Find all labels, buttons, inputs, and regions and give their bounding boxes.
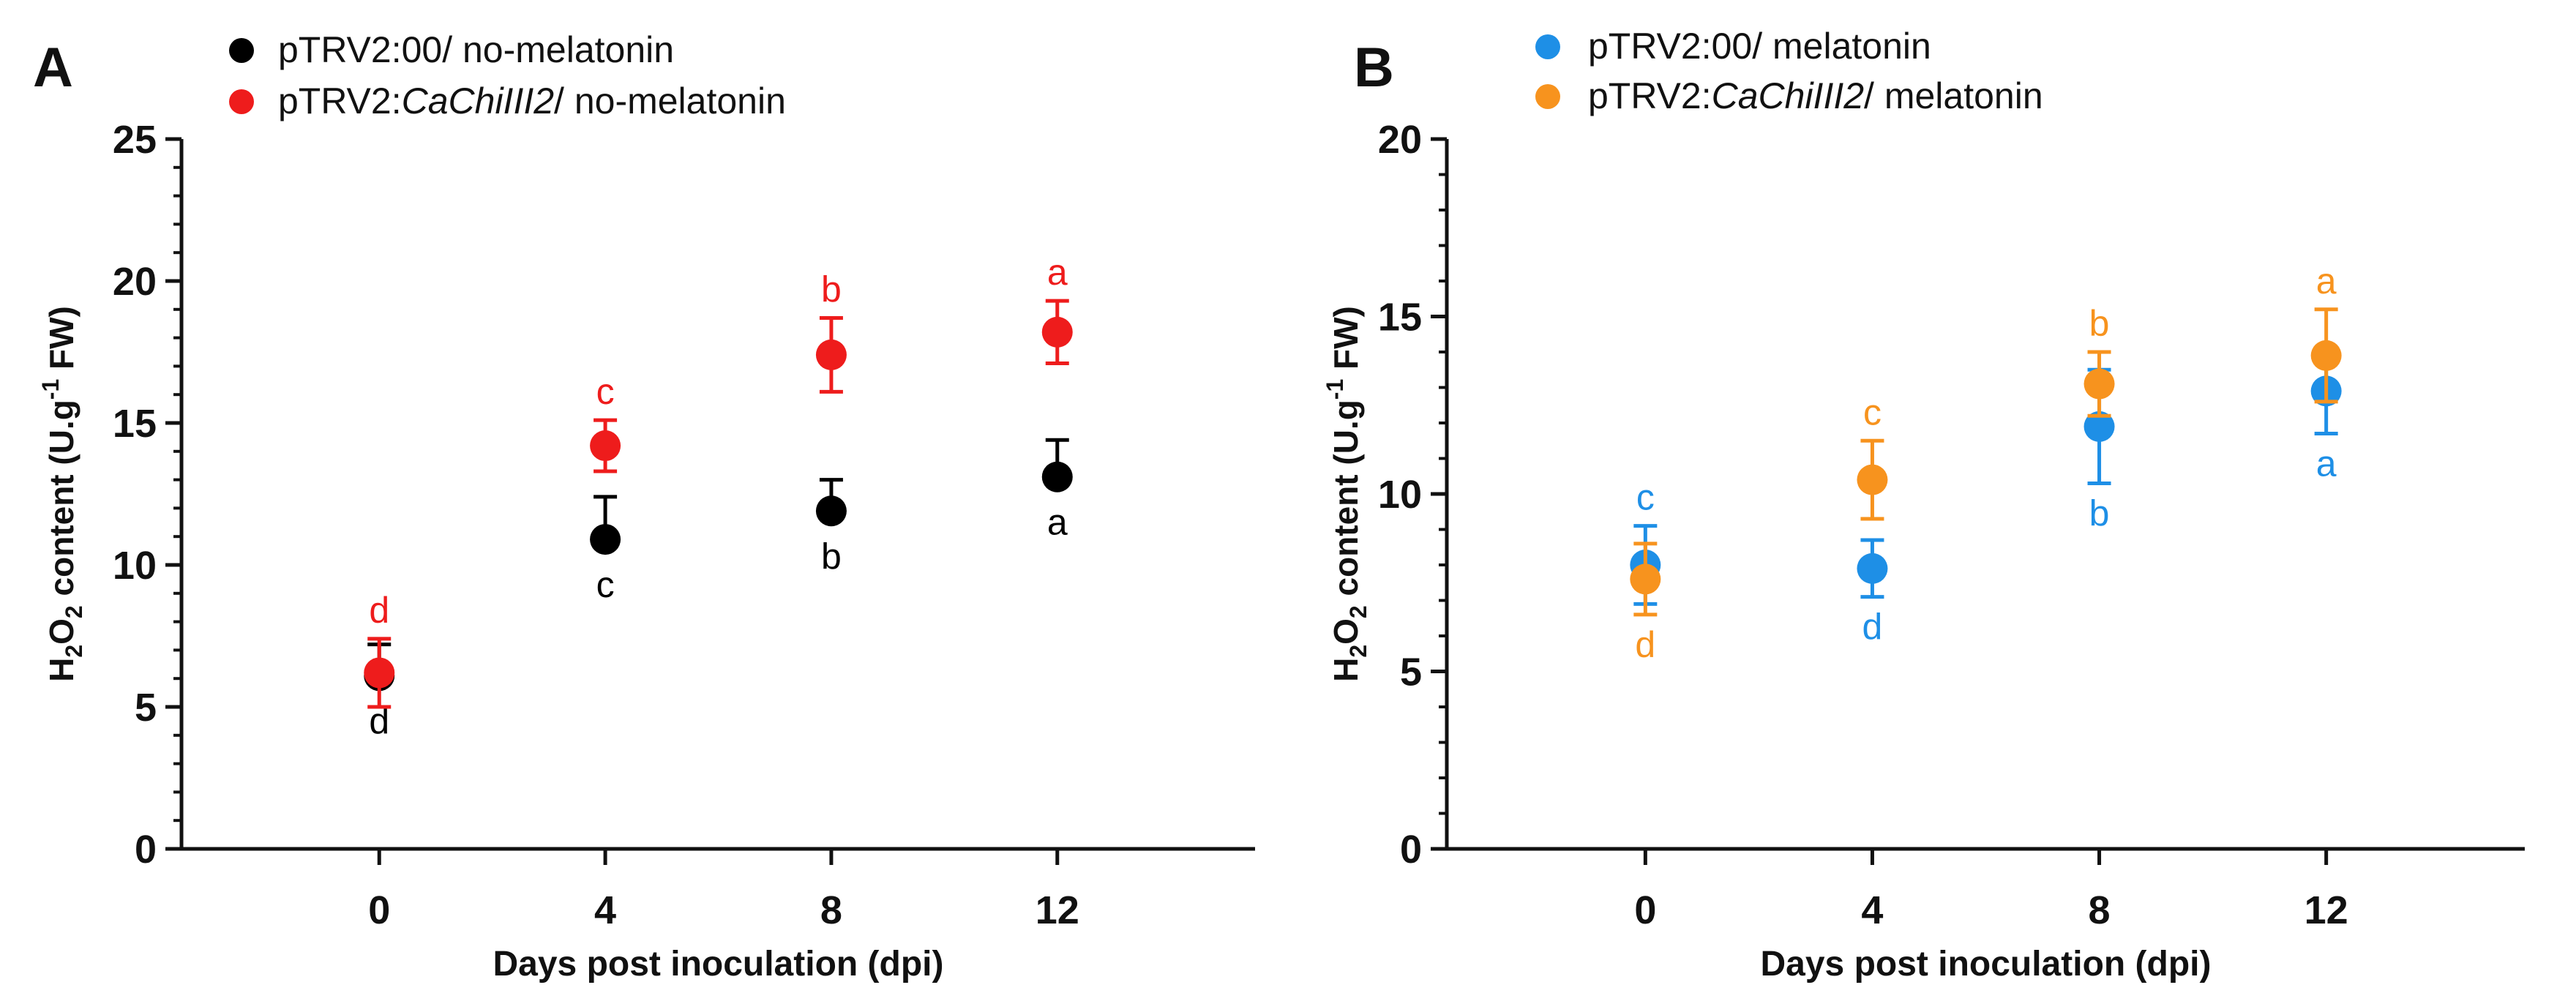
data-point (2083, 411, 2115, 442)
y-tick-label: 10 (1378, 473, 1422, 517)
y-tick-label: 5 (1400, 651, 1422, 694)
significance-letter: b (821, 536, 842, 577)
legend-entry-1: pTRV2:00/ melatonin (1588, 26, 1931, 67)
y-tick-label: 25 (113, 118, 157, 162)
x-tick-label: 0 (368, 888, 390, 932)
significance-letter: c (596, 371, 615, 412)
legend-marker-1 (229, 38, 254, 63)
significance-letter: a (2316, 261, 2337, 301)
legend-entry-2: pTRV2:CaChiIII2/ melatonin (1588, 75, 2043, 116)
data-point (815, 495, 847, 527)
legend-marker-2 (229, 89, 254, 114)
significance-letter: d (369, 590, 389, 631)
y-axis-title: H2O2 content (U.g-1 FW) (1322, 306, 1371, 682)
y-tick-label: 15 (113, 402, 157, 446)
panel-letter: B (1354, 37, 1394, 99)
data-point (1041, 461, 1073, 492)
data-point (1857, 552, 1888, 584)
significance-letter: c (596, 564, 615, 605)
legend-entry-1: pTRV2:00/ no-melatonin (278, 29, 674, 70)
data-point (590, 430, 621, 462)
y-tick-label: 5 (135, 686, 157, 730)
significance-letter: d (1862, 607, 1883, 648)
data-point (2310, 340, 2342, 371)
significance-letter: a (1047, 502, 1068, 543)
data-point (815, 339, 847, 370)
significance-letter: b (2089, 492, 2110, 533)
data-point (364, 657, 395, 689)
y-axis-title: H2O2 content (U.g-1 FW) (37, 306, 87, 682)
significance-letter: a (1047, 252, 1068, 293)
y-tick-label: 20 (1378, 118, 1422, 162)
significance-letter: b (821, 269, 842, 310)
data-point (590, 524, 621, 555)
x-axis-title: Days post inoculation (dpi) (1760, 945, 2211, 984)
legend-marker-1 (1535, 34, 1560, 59)
y-tick-label: 20 (113, 260, 157, 304)
significance-letter: d (1635, 624, 1655, 665)
y-tick-label: 0 (135, 828, 157, 872)
legend-entry-2: pTRV2:CaChiIII2/ no-melatonin (278, 80, 786, 121)
x-tick-label: 8 (820, 888, 842, 932)
data-point (2083, 368, 2115, 400)
y-tick-label: 10 (113, 544, 157, 588)
panel-letter: A (33, 37, 73, 99)
y-tick-label: 15 (1378, 296, 1422, 340)
data-point (1857, 464, 1888, 495)
x-tick-label: 12 (2304, 888, 2348, 932)
legend-marker-2 (1535, 84, 1560, 109)
significance-letter: a (2316, 443, 2337, 484)
significance-letter: b (2089, 303, 2110, 344)
x-tick-label: 4 (594, 888, 616, 932)
x-tick-label: 0 (1634, 888, 1656, 932)
x-axis-title: Days post inoculation (dpi) (493, 945, 943, 984)
significance-letter: c (1636, 477, 1655, 518)
x-tick-label: 8 (2089, 888, 2111, 932)
x-tick-label: 4 (1861, 888, 1883, 932)
y-tick-label: 0 (1400, 828, 1422, 872)
data-point (1630, 563, 1661, 595)
data-point (1041, 316, 1073, 348)
x-tick-label: 12 (1036, 888, 1079, 932)
significance-letter: c (1863, 392, 1882, 432)
